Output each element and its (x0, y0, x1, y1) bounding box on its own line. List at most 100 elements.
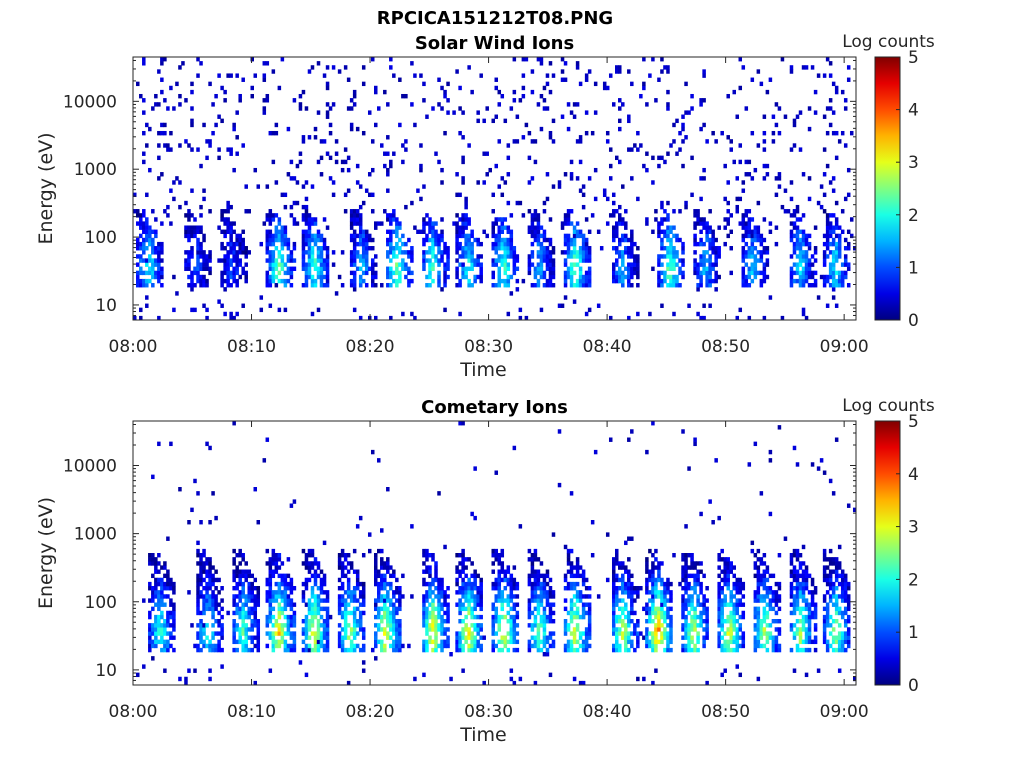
cell (551, 270, 556, 276)
cell (569, 573, 574, 579)
cell (506, 246, 511, 251)
cell (325, 639, 330, 645)
cell (536, 610, 541, 616)
cell (220, 241, 224, 247)
cell (431, 581, 435, 587)
cell (696, 635, 700, 640)
cell (455, 258, 459, 263)
cell (599, 246, 604, 251)
cell (536, 647, 541, 653)
cell (304, 614, 309, 620)
cell (304, 221, 309, 226)
cell (443, 262, 447, 267)
cell (693, 221, 697, 226)
cell (370, 266, 375, 271)
cell (437, 77, 441, 82)
cell (464, 254, 468, 259)
cell (199, 631, 203, 636)
cell (274, 565, 279, 570)
cell (139, 315, 143, 320)
cell (726, 180, 730, 185)
cell (732, 586, 736, 591)
cell (199, 278, 203, 284)
cell (581, 680, 586, 685)
cell (747, 254, 752, 259)
cell (497, 139, 502, 144)
cell (705, 606, 709, 612)
cell (268, 233, 273, 239)
cell (491, 221, 495, 226)
cell (621, 184, 625, 189)
cell (581, 577, 586, 583)
cell (825, 278, 830, 284)
cell (696, 569, 700, 574)
cell (669, 237, 673, 243)
cell (187, 668, 191, 673)
cell (738, 85, 743, 91)
cell (732, 647, 736, 653)
cell (627, 635, 631, 640)
cell (503, 270, 508, 276)
cell (425, 237, 429, 243)
cell (666, 246, 670, 251)
cell (777, 647, 782, 653)
cell (205, 606, 209, 612)
cell (398, 225, 402, 230)
x-axis-label: Time (459, 359, 507, 381)
cell (500, 221, 505, 226)
cell (232, 586, 236, 591)
cell (316, 110, 321, 115)
cell (322, 246, 327, 251)
cell (358, 602, 363, 607)
cell (250, 594, 254, 599)
cell (578, 635, 583, 640)
cell (729, 619, 733, 624)
cell (843, 196, 848, 202)
cell (253, 602, 258, 607)
cell (410, 594, 414, 599)
cell (578, 598, 583, 603)
cell (678, 270, 682, 276)
cell (509, 639, 514, 645)
cell (340, 569, 345, 574)
cell (208, 594, 212, 599)
cell (708, 229, 712, 234)
cell (313, 631, 318, 636)
cell (280, 623, 285, 628)
cell (220, 270, 224, 276)
cell (750, 241, 755, 247)
cell (196, 491, 200, 496)
cell (795, 204, 800, 210)
cell (545, 598, 550, 603)
cell (190, 250, 194, 255)
cell (178, 204, 182, 210)
cell (575, 610, 580, 616)
cell (500, 639, 505, 645)
cell (211, 610, 215, 616)
cell (383, 565, 387, 570)
cell (211, 635, 215, 640)
cell (747, 250, 752, 255)
cell (431, 229, 435, 234)
cell (479, 606, 483, 612)
cell (822, 241, 827, 247)
cell (292, 639, 297, 645)
cell (530, 643, 535, 649)
cell (458, 643, 462, 649)
cell (307, 606, 312, 612)
cell (431, 246, 435, 251)
cell (437, 262, 441, 267)
cell (714, 254, 718, 259)
cell (786, 209, 791, 214)
cell (542, 590, 547, 595)
cell (431, 610, 435, 616)
cell (208, 639, 212, 645)
cell (358, 241, 363, 247)
cell (283, 598, 288, 603)
cell (389, 614, 393, 620)
cell (386, 229, 390, 234)
cell (154, 635, 158, 640)
cell (319, 639, 324, 645)
cell (256, 639, 261, 645)
cell (699, 217, 703, 222)
